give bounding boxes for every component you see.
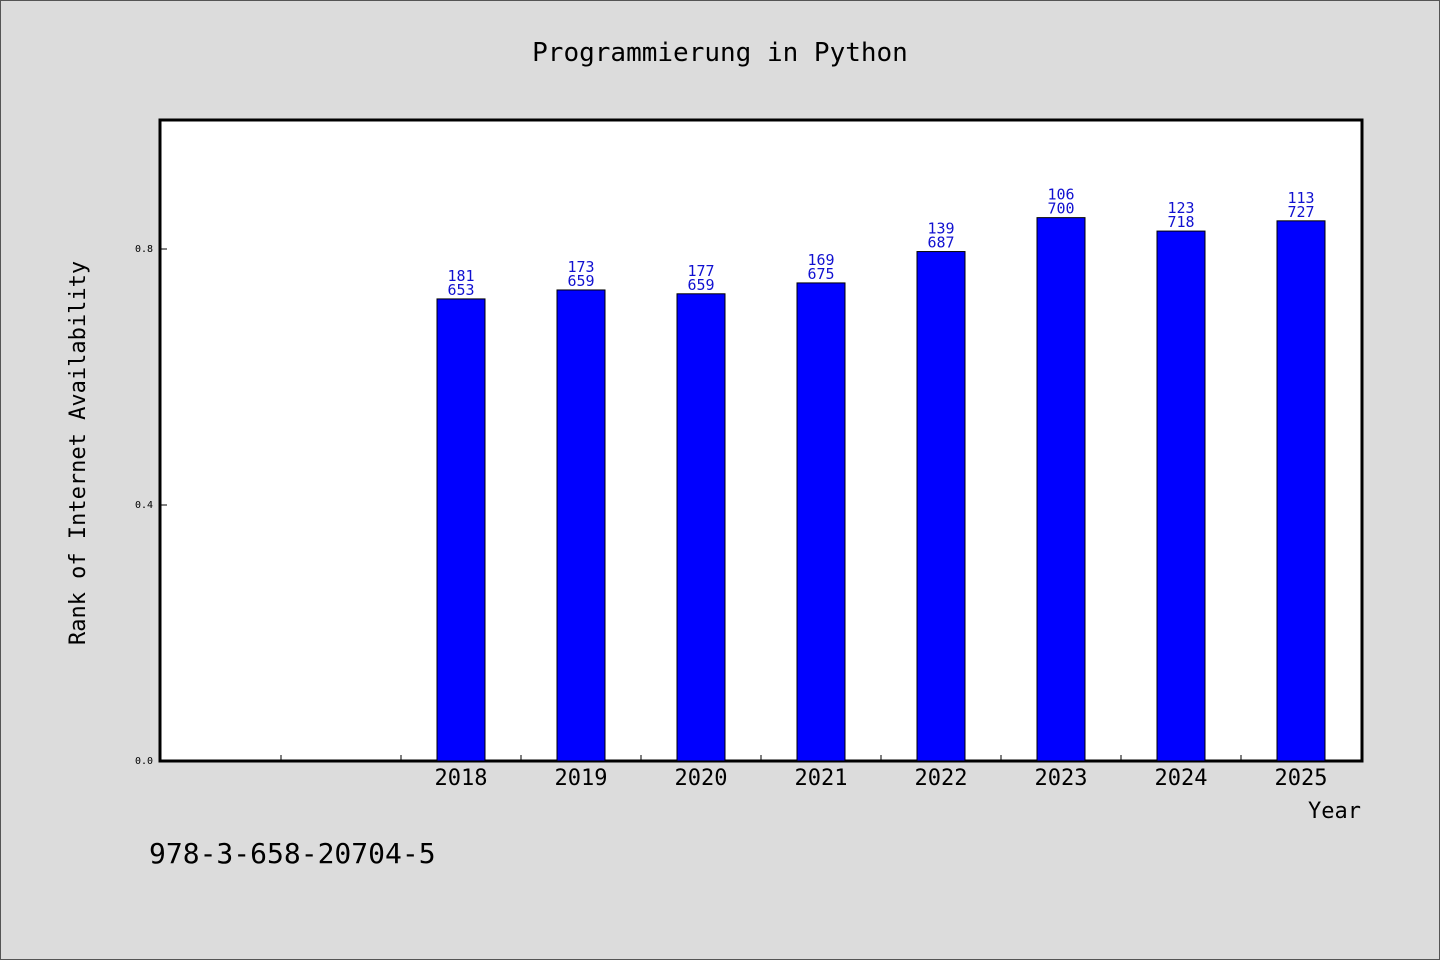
bar (1036, 217, 1086, 762)
bar-value-label: 123 718 (1167, 199, 1194, 231)
x-axis-label: Year (1308, 799, 1361, 824)
bar-value-label: 173 659 (567, 258, 594, 290)
y-tick-labels: 0.0 0.4 0.8 (135, 244, 153, 767)
bar (1156, 230, 1206, 762)
y-tick-label: 0.4 (135, 500, 153, 511)
bar (676, 293, 726, 762)
x-axis-ticks (280, 755, 1242, 761)
bar-value-label: 169 675 (807, 251, 834, 283)
x-tick-label: 2024 (1155, 766, 1208, 791)
bar-value-label: 177 659 (687, 262, 714, 294)
bar-value-labels: 181 653 173 659 177 659 169 675 139 687 106 700 123 7… (447, 186, 1314, 299)
bar (916, 251, 966, 762)
chart-title: Programmierung in Python (532, 38, 908, 68)
bar-value-label: 139 687 (927, 220, 954, 252)
x-tick-label: 2020 (675, 766, 728, 791)
bar-value-label: 113 727 (1287, 189, 1314, 221)
y-tick-label: 0.8 (135, 244, 153, 255)
bar-series (436, 217, 1326, 762)
y-tick-label: 0.0 (135, 756, 153, 767)
x-tick-label: 2019 (555, 766, 608, 791)
x-tick-label: 2023 (1035, 766, 1088, 791)
bar (436, 298, 486, 762)
x-tick-label: 2021 (795, 766, 848, 791)
y-axis-ticks (161, 248, 167, 762)
bar (1276, 220, 1326, 762)
x-tick-label: 2022 (915, 766, 968, 791)
x-tick-labels: 2018 2019 2020 2021 2022 2023 2024 2025 (435, 766, 1328, 791)
bar (556, 289, 606, 762)
bar (796, 282, 846, 762)
x-tick-label: 2018 (435, 766, 488, 791)
bar-value-label: 106 700 (1047, 186, 1074, 218)
isbn-footer: 978-3-658-20704-5 (149, 837, 436, 870)
y-axis-label: Rank of Internet Availability (66, 261, 91, 645)
bar-value-label: 181 653 (447, 267, 474, 299)
x-tick-label: 2025 (1275, 766, 1328, 791)
